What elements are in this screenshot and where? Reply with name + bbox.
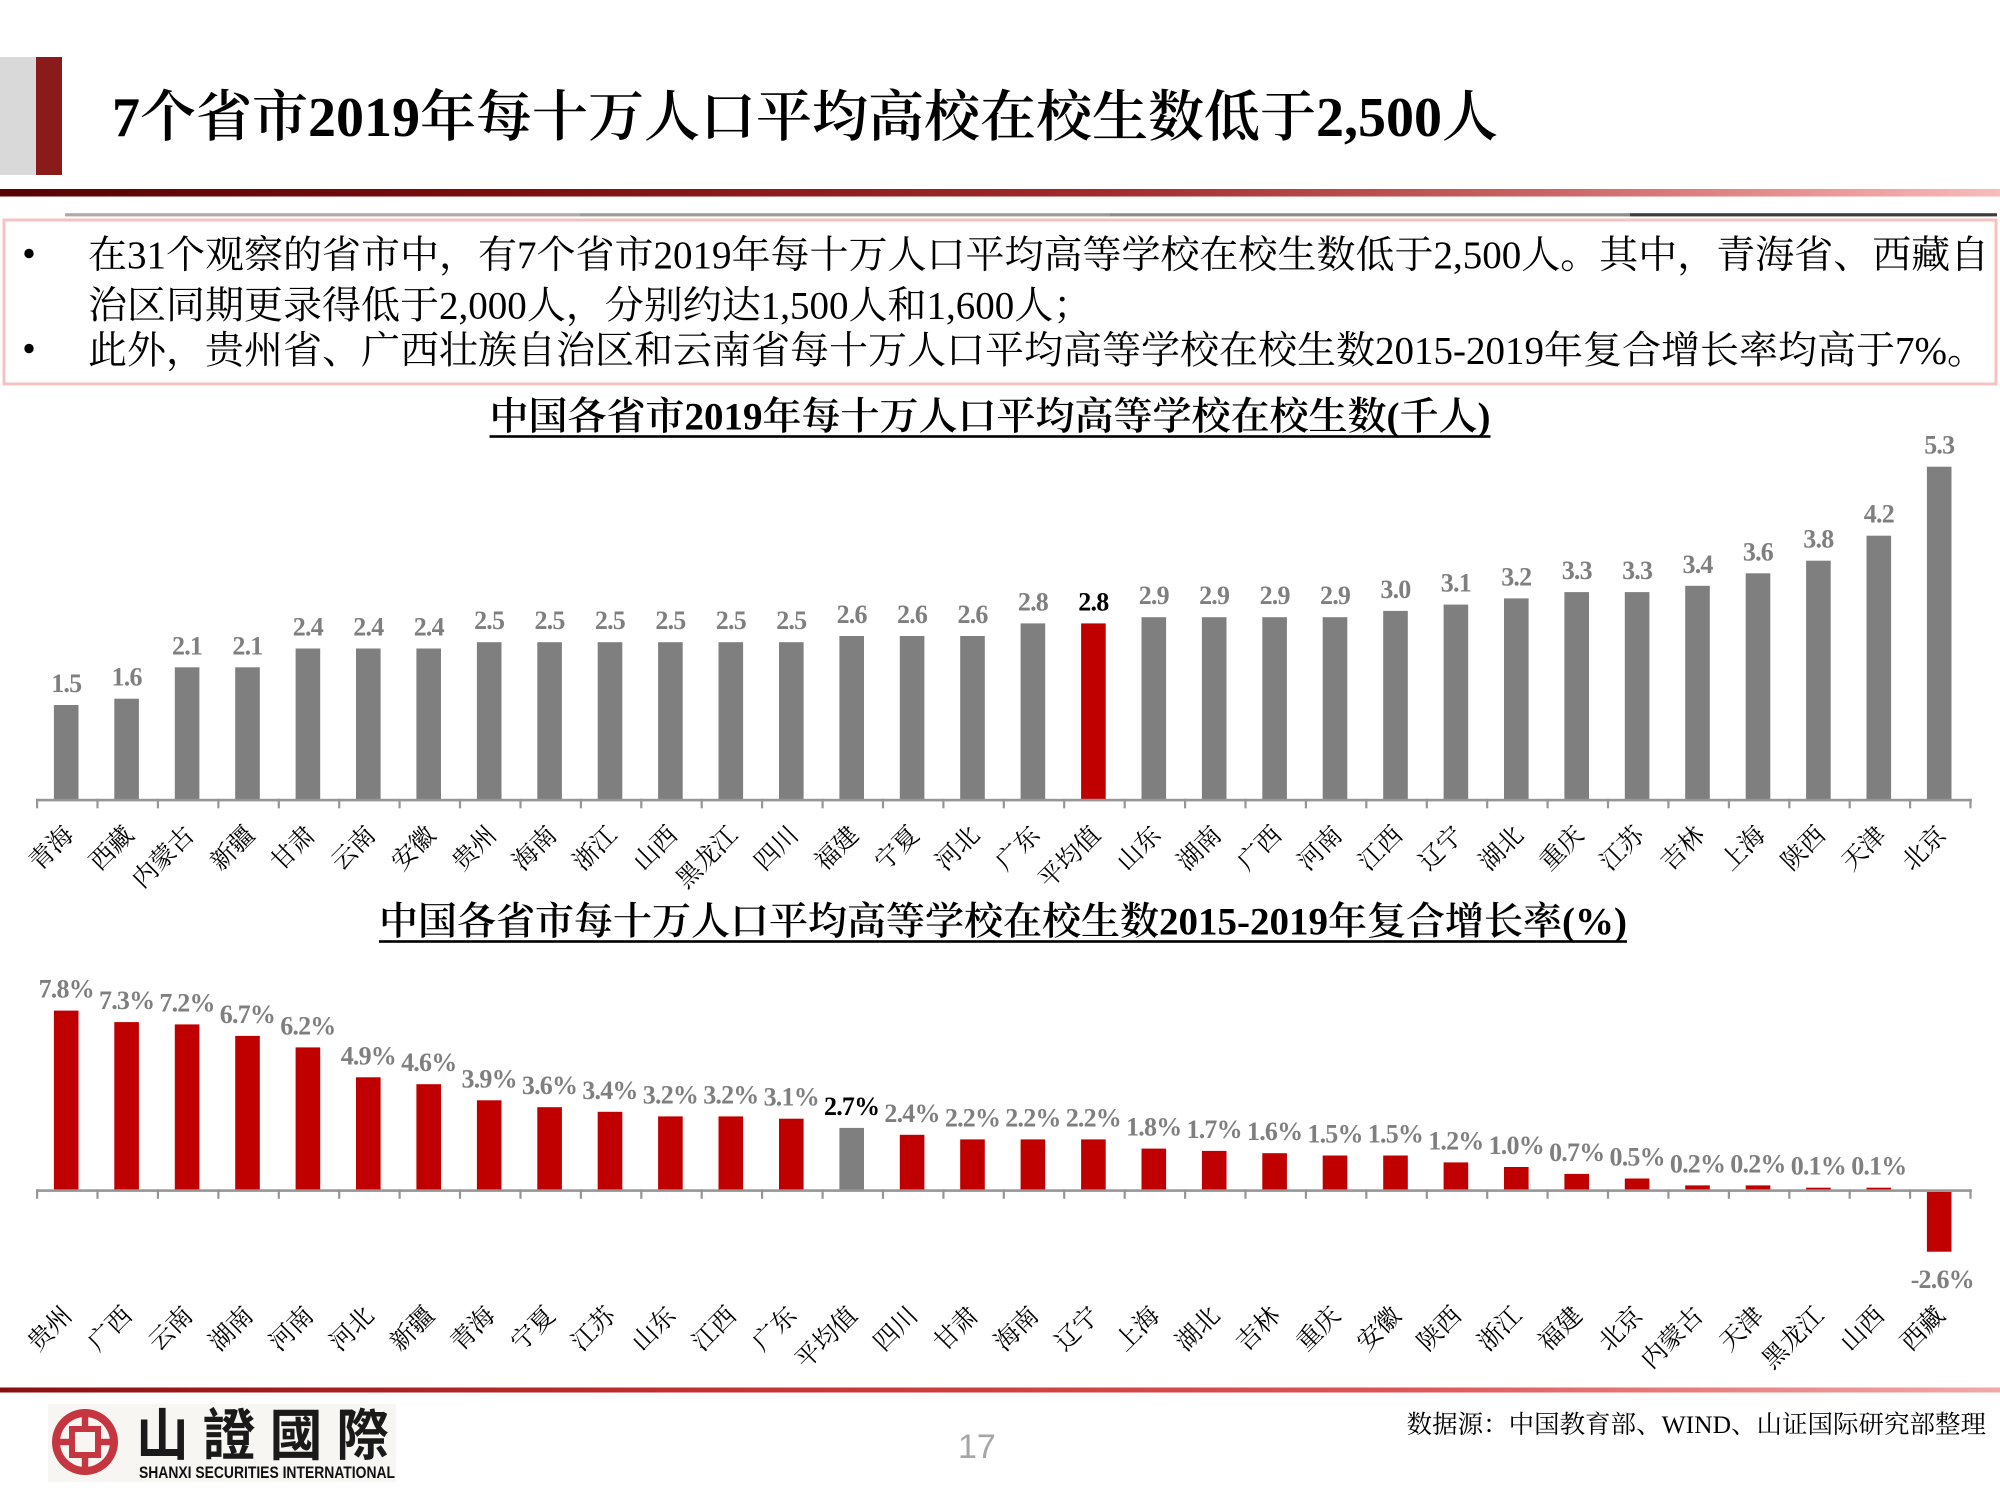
svg-text:(%): (%) <box>1562 901 1627 944</box>
svg-text:0.1%: 0.1% <box>1791 1152 1846 1181</box>
svg-text:2.2%: 2.2% <box>1066 1103 1121 1132</box>
svg-text:2.4: 2.4 <box>293 613 324 642</box>
svg-text:1,600: 1,600 <box>927 285 1015 328</box>
svg-text:1.5: 1.5 <box>51 669 82 698</box>
svg-text:7: 7 <box>112 87 140 149</box>
svg-text:2.4: 2.4 <box>414 613 445 642</box>
svg-text:2015-2019: 2015-2019 <box>1375 330 1544 373</box>
svg-text:3.9%: 3.9% <box>462 1064 517 1093</box>
svg-text:3.8: 3.8 <box>1803 525 1834 554</box>
svg-text:2.9: 2.9 <box>1139 581 1170 610</box>
svg-text:3.6: 3.6 <box>1743 537 1774 566</box>
svg-text:2.6: 2.6 <box>897 600 928 629</box>
svg-text:2.6: 2.6 <box>837 600 868 629</box>
svg-text:): ) <box>1478 396 1491 439</box>
svg-text:0.7%: 0.7% <box>1549 1138 1604 1167</box>
svg-text:1.5%: 1.5% <box>1368 1120 1423 1149</box>
svg-text:1.2%: 1.2% <box>1428 1126 1483 1155</box>
svg-text:1.6%: 1.6% <box>1247 1117 1302 1146</box>
svg-text:1.8%: 1.8% <box>1126 1113 1181 1142</box>
svg-text:2.2%: 2.2% <box>1005 1103 1060 1132</box>
svg-text:2,500: 2,500 <box>1316 87 1442 149</box>
svg-text:3.3: 3.3 <box>1622 556 1653 585</box>
svg-text:4.6%: 4.6% <box>401 1048 456 1077</box>
svg-text:(: ( <box>1387 396 1400 439</box>
svg-text:2.5: 2.5 <box>595 606 626 635</box>
svg-text:3.2: 3.2 <box>1501 562 1531 591</box>
svg-text:SHANXI SECURITIES INTERNATIONA: SHANXI SECURITIES INTERNATIONAL <box>139 1463 395 1482</box>
svg-text:6.2%: 6.2% <box>280 1011 335 1040</box>
svg-text:2.9: 2.9 <box>1199 581 1230 610</box>
svg-text:4.2: 4.2 <box>1864 500 1894 529</box>
svg-text:2,500: 2,500 <box>1434 234 1522 277</box>
svg-text:2.4%: 2.4% <box>884 1099 939 1128</box>
svg-text:3.2%: 3.2% <box>643 1080 698 1109</box>
svg-text:1,500: 1,500 <box>761 285 849 328</box>
svg-text:3.0: 3.0 <box>1380 575 1411 604</box>
svg-text:1.0%: 1.0% <box>1489 1131 1544 1160</box>
svg-text:7: 7 <box>517 234 537 277</box>
svg-text:2019: 2019 <box>308 87 420 149</box>
svg-text:0.2%: 0.2% <box>1670 1149 1725 1178</box>
svg-text:2.9: 2.9 <box>1320 581 1351 610</box>
svg-text:7.2%: 7.2% <box>159 988 214 1017</box>
svg-text:2.7%: 2.7% <box>824 1092 879 1121</box>
svg-text:2015-2019: 2015-2019 <box>1159 901 1328 944</box>
svg-text:1.5%: 1.5% <box>1307 1120 1362 1149</box>
svg-text:1.7%: 1.7% <box>1187 1115 1242 1144</box>
svg-text:2.5: 2.5 <box>655 606 686 635</box>
svg-text:2.8: 2.8 <box>1078 587 1109 616</box>
svg-text:2.8: 2.8 <box>1018 587 1049 616</box>
svg-text:3.2%: 3.2% <box>703 1080 758 1109</box>
svg-text:5.3: 5.3 <box>1924 431 1955 460</box>
svg-text:1.6: 1.6 <box>112 663 143 692</box>
svg-text:7%: 7% <box>1895 330 1947 373</box>
svg-text:17: 17 <box>958 1428 996 1466</box>
svg-text:0.5%: 0.5% <box>1610 1143 1665 1172</box>
svg-text:3.1: 3.1 <box>1441 569 1471 598</box>
svg-text:6.7%: 6.7% <box>220 1000 275 1029</box>
svg-text:7.8%: 7.8% <box>39 975 94 1004</box>
svg-text:3.3: 3.3 <box>1562 556 1593 585</box>
svg-text:2,000: 2,000 <box>439 285 527 328</box>
svg-text:0.1%: 0.1% <box>1851 1152 1906 1181</box>
svg-text:WIND: WIND <box>1662 1410 1731 1439</box>
svg-text:31: 31 <box>127 234 166 277</box>
svg-text:7.3%: 7.3% <box>99 986 154 1015</box>
svg-text:2.6: 2.6 <box>958 600 989 629</box>
svg-text:0.2%: 0.2% <box>1730 1149 1785 1178</box>
svg-text:2.1: 2.1 <box>172 631 202 660</box>
svg-text:2.5: 2.5 <box>535 606 566 635</box>
svg-text:3.4%: 3.4% <box>582 1076 637 1105</box>
svg-text:2.5: 2.5 <box>776 606 807 635</box>
svg-text:2.5: 2.5 <box>716 606 747 635</box>
svg-text:2019: 2019 <box>654 234 732 277</box>
svg-text:-2.6%: -2.6% <box>1911 1265 1974 1294</box>
svg-text:2019: 2019 <box>685 396 763 439</box>
svg-text:2.5: 2.5 <box>474 606 505 635</box>
svg-text:2.1: 2.1 <box>232 631 262 660</box>
svg-text:3.6%: 3.6% <box>522 1071 577 1100</box>
svg-text:2.9: 2.9 <box>1260 581 1291 610</box>
svg-text:2.2%: 2.2% <box>945 1103 1000 1132</box>
svg-text:3.1%: 3.1% <box>764 1083 819 1112</box>
svg-text:3.4: 3.4 <box>1683 550 1714 579</box>
svg-text:4.9%: 4.9% <box>341 1041 396 1070</box>
svg-text:2.4: 2.4 <box>353 613 384 642</box>
